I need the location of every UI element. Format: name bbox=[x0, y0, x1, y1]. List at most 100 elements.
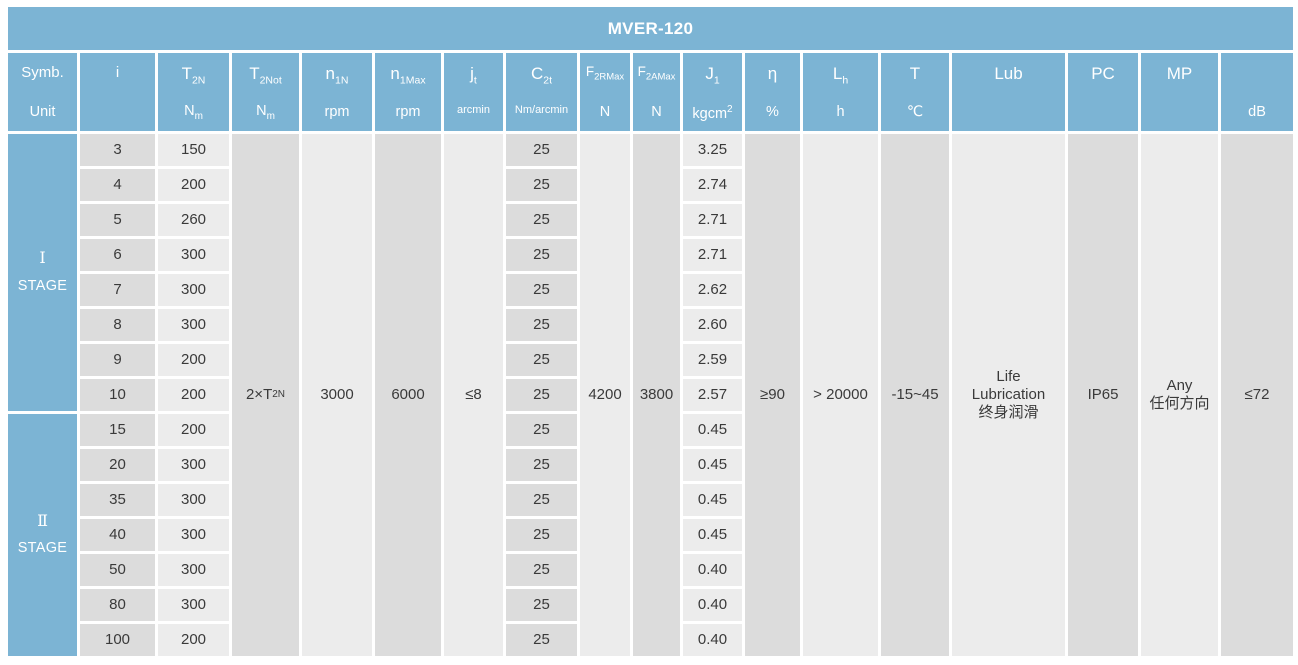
header-symbol: Symb. bbox=[21, 64, 64, 81]
cell-f2rmax-merged: 4200 bbox=[580, 134, 630, 656]
cell-t2not-merged: 2×T 2N bbox=[232, 134, 299, 656]
cell-ratio-i: 15 bbox=[80, 414, 155, 446]
cell-t2n: 200 bbox=[158, 344, 229, 376]
cell-t2n: 200 bbox=[158, 169, 229, 201]
cell-c2t: 25 bbox=[506, 379, 577, 411]
stage-numeral: Ⅰ bbox=[39, 250, 46, 268]
header-symbol: jt bbox=[470, 64, 477, 87]
header-unit: kgcm2 bbox=[692, 103, 733, 122]
cell-ratio-i: 9 bbox=[80, 344, 155, 376]
col-header-j1: J1 kgcm2 bbox=[683, 53, 742, 131]
header-symbol: Lub bbox=[994, 64, 1023, 83]
cell-t2n: 200 bbox=[158, 414, 229, 446]
header-symbol: T2N bbox=[181, 64, 206, 87]
cell-ratio-i: 6 bbox=[80, 239, 155, 271]
cell-c2t: 25 bbox=[506, 344, 577, 376]
header-unit: rpm bbox=[395, 104, 421, 120]
header-symbol: F2RMax bbox=[585, 64, 625, 83]
cell-eta-merged: ≥90 bbox=[745, 134, 800, 656]
cell-j1: 0.45 bbox=[683, 414, 742, 446]
cell-ratio-i: 7 bbox=[80, 274, 155, 306]
header-unit: Unit bbox=[29, 104, 56, 120]
cell-ratio-i: 20 bbox=[80, 449, 155, 481]
header-symbol: PC bbox=[1091, 64, 1115, 83]
col-header-t2n: T2N Nm bbox=[158, 53, 229, 131]
header-unit: ℃ bbox=[906, 104, 924, 120]
cell-pc-merged: IP65 bbox=[1068, 134, 1138, 656]
cell-ratio-i: 50 bbox=[80, 554, 155, 586]
col-header-i: i bbox=[80, 53, 155, 131]
cell-j1: 2.57 bbox=[683, 379, 742, 411]
header-symbol: C2t bbox=[530, 64, 553, 87]
header-unit: arcmin bbox=[456, 104, 490, 116]
header-unit: Nm bbox=[256, 102, 275, 122]
cell-j1: 2.62 bbox=[683, 274, 742, 306]
cell-j1: 0.45 bbox=[683, 449, 742, 481]
col-header-t2not: T2Not Nm bbox=[232, 53, 299, 131]
cell-n1n-merged: 3000 bbox=[302, 134, 372, 656]
col-header-n1max: n1Max rpm bbox=[375, 53, 441, 131]
header-symbol: Lh bbox=[832, 64, 849, 87]
cell-j1: 0.40 bbox=[683, 624, 742, 656]
cell-j1: 2.60 bbox=[683, 309, 742, 341]
header-unit: N bbox=[599, 104, 611, 120]
cell-j1: 0.40 bbox=[683, 589, 742, 621]
cell-ratio-i: 3 bbox=[80, 134, 155, 166]
stage-1-cell: Ⅰ STAGE bbox=[8, 134, 77, 411]
header-unit: dB bbox=[1248, 104, 1266, 120]
header-unit: % bbox=[766, 104, 779, 120]
cell-c2t: 25 bbox=[506, 169, 577, 201]
cell-t2n: 300 bbox=[158, 449, 229, 481]
col-header-lh: Lh h bbox=[803, 53, 878, 131]
cell-lub-merged: Life Lubrication 终身润滑 bbox=[952, 134, 1065, 656]
header-symbol: i bbox=[115, 64, 120, 81]
cell-t2n: 300 bbox=[158, 309, 229, 341]
header-symbol: F2AMax bbox=[637, 64, 676, 83]
cell-mp-merged: Any 任何方向 bbox=[1141, 134, 1218, 656]
cell-c2t: 25 bbox=[506, 309, 577, 341]
cell-ratio-i: 40 bbox=[80, 519, 155, 551]
cell-c2t: 25 bbox=[506, 484, 577, 516]
cell-lh-merged: > 20000 bbox=[803, 134, 878, 656]
header-symbol: MP bbox=[1166, 64, 1193, 83]
cell-c2t: 25 bbox=[506, 204, 577, 236]
header-unit: Nm bbox=[184, 102, 203, 122]
col-header-f2amax: F2AMax N bbox=[633, 53, 680, 131]
cell-c2t: 25 bbox=[506, 134, 577, 166]
header-unit: rpm bbox=[324, 104, 350, 120]
header-symbol: η bbox=[767, 64, 778, 83]
cell-j1: 3.25 bbox=[683, 134, 742, 166]
col-header-pc: PC bbox=[1068, 53, 1138, 131]
cell-c2t: 25 bbox=[506, 239, 577, 271]
cell-ratio-i: 35 bbox=[80, 484, 155, 516]
cell-c2t: 25 bbox=[506, 449, 577, 481]
cell-c2t: 25 bbox=[506, 274, 577, 306]
cell-jt-merged: ≤8 bbox=[444, 134, 503, 656]
cell-j1: 2.74 bbox=[683, 169, 742, 201]
cell-db-merged: ≤72 bbox=[1221, 134, 1293, 656]
col-header-t: T ℃ bbox=[881, 53, 949, 131]
cell-t2n: 300 bbox=[158, 484, 229, 516]
cell-j1: 2.71 bbox=[683, 239, 742, 271]
cell-t2n: 300 bbox=[158, 554, 229, 586]
stage-label: STAGE bbox=[17, 277, 68, 294]
cell-ratio-i: 4 bbox=[80, 169, 155, 201]
cell-ratio-i: 5 bbox=[80, 204, 155, 236]
cell-j1: 0.45 bbox=[683, 484, 742, 516]
cell-c2t: 25 bbox=[506, 624, 577, 656]
stage-2-cell: Ⅱ STAGE bbox=[8, 414, 77, 656]
col-header-c2t: C2t Nm/arcmin bbox=[506, 53, 577, 131]
cell-c2t: 25 bbox=[506, 554, 577, 586]
cell-t2n: 200 bbox=[158, 379, 229, 411]
col-header-eta: η % bbox=[745, 53, 800, 131]
header-symbol: J1 bbox=[705, 64, 720, 87]
cell-t2n: 150 bbox=[158, 134, 229, 166]
spec-table: MVER-120 Symb. Unit i T2N Nm T2Not Nm n1… bbox=[8, 7, 1293, 656]
header-unit: N bbox=[651, 104, 662, 120]
header-unit: Nm/arcmin bbox=[514, 104, 569, 116]
cell-t-merged: -15~45 bbox=[881, 134, 949, 656]
col-header-jt: jt arcmin bbox=[444, 53, 503, 131]
stage-label: STAGE bbox=[17, 540, 68, 557]
cell-c2t: 25 bbox=[506, 414, 577, 446]
cell-t2n: 300 bbox=[158, 274, 229, 306]
